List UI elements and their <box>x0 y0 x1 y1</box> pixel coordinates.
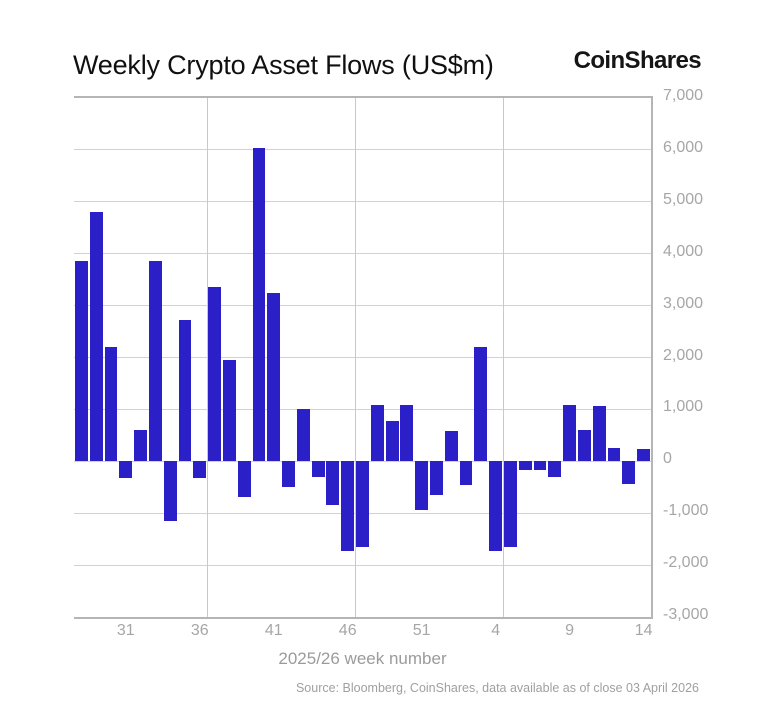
bar-week-41 <box>267 292 281 462</box>
h-gridline <box>74 305 651 307</box>
bar-week-33 <box>148 261 162 462</box>
y-axis-tick-label: -2,000 <box>663 554 709 572</box>
x-axis-tick-label: 36 <box>190 622 209 639</box>
h-gridline <box>74 149 651 151</box>
h-gridline <box>74 564 651 566</box>
v-gridline <box>206 98 208 617</box>
y-axis-tick-label: 7,000 <box>663 87 704 104</box>
bar-week-42 <box>282 461 295 488</box>
bar-week-29 <box>89 212 103 462</box>
bar-week-49 <box>385 421 399 462</box>
bar-week-36 <box>193 461 207 479</box>
bar-week-7 <box>533 461 547 471</box>
bar-week-52 <box>430 461 443 496</box>
bar-week-28 <box>74 261 88 462</box>
bar-week-46 <box>341 461 355 552</box>
bar-week-6 <box>518 461 532 471</box>
bar-week-14 <box>637 448 651 462</box>
bar-week-9 <box>563 405 577 462</box>
h-gridline <box>74 253 651 255</box>
y-axis-tick-label: 6,000 <box>663 138 704 156</box>
chart-title: Weekly Crypto Asset Flows (US$m) <box>73 50 494 80</box>
bar-week-5 <box>504 461 517 548</box>
bar-week-34 <box>163 461 177 521</box>
x-axis-tick-label: 9 <box>565 622 575 639</box>
y-axis-tick-label: 2,000 <box>663 346 704 364</box>
x-axis-tick-label: 41 <box>264 622 283 639</box>
x-axis-tick-label: 4 <box>491 622 501 639</box>
bar-week-4 <box>489 461 503 551</box>
x-axis-tick-label: 14 <box>634 622 653 639</box>
y-axis-tick-label: -1,000 <box>663 502 709 520</box>
y-axis-tick-label: -3,000 <box>663 606 709 623</box>
bar-week-51 <box>415 461 429 510</box>
bar-week-32 <box>134 430 147 462</box>
x-axis-title: 2025/26 week number <box>278 649 447 668</box>
bar-week-44 <box>311 461 325 478</box>
bar-week-30 <box>104 347 118 462</box>
bar-week-50 <box>400 405 414 462</box>
bar-week-39 <box>237 461 251 497</box>
h-gridline <box>74 201 651 203</box>
y-axis-tick-label: 5,000 <box>663 190 704 208</box>
bar-week-3 <box>474 347 488 462</box>
bar-week-2 <box>459 461 473 485</box>
bar-week-8 <box>548 461 562 478</box>
bar-week-11 <box>592 406 606 462</box>
bar-week-1 <box>444 431 458 462</box>
coinshares-logo: CoinShares <box>573 47 702 74</box>
h-gridline <box>74 408 651 410</box>
bar-week-10 <box>577 430 591 462</box>
y-axis-tick-label: 4,000 <box>663 242 704 260</box>
bar-week-35 <box>178 320 192 462</box>
bar-week-37 <box>208 287 221 462</box>
y-axis-tick-label: 1,000 <box>663 398 704 416</box>
source-note: Source: Bloomberg, CoinShares, data avai… <box>295 681 699 695</box>
bar-week-48 <box>370 405 384 462</box>
bar-week-38 <box>222 360 236 462</box>
y-axis-tick-label: 3,000 <box>663 294 704 312</box>
x-axis-tick-label: 46 <box>338 622 357 639</box>
bar-week-47 <box>356 461 369 547</box>
bar-week-12 <box>607 448 621 462</box>
v-gridline <box>354 98 356 617</box>
bar-week-45 <box>326 461 340 506</box>
bar-week-40 <box>252 148 266 462</box>
plot-area <box>74 96 653 619</box>
bar-week-13 <box>622 461 636 484</box>
v-gridline <box>502 98 504 617</box>
h-gridline <box>74 357 651 358</box>
bar-week-31 <box>119 461 133 478</box>
x-axis-tick-label: 31 <box>116 622 135 639</box>
y-axis-tick-label: 0 <box>663 450 672 468</box>
x-axis-tick-label: 51 <box>412 622 431 639</box>
bar-week-43 <box>296 409 310 462</box>
